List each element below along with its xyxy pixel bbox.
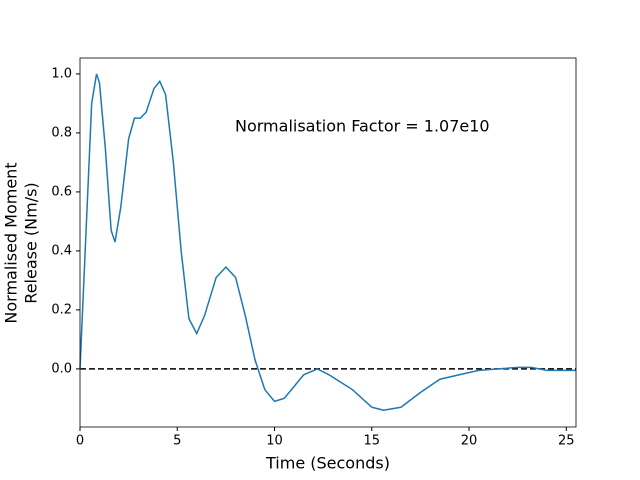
y-tick-label: 0.6 xyxy=(51,184,72,199)
y-tick-label: 0.2 xyxy=(51,302,72,317)
x-tick-label: 15 xyxy=(363,434,380,449)
data-line xyxy=(79,73,576,411)
x-tick-label: 25 xyxy=(558,434,575,449)
plot-frame xyxy=(79,57,577,428)
y-tick-label: 0.0 xyxy=(51,361,72,376)
x-tick-label: 5 xyxy=(173,434,181,449)
y-axis-label: Release (Nm/s) xyxy=(22,182,41,303)
y-tick-label: 1.0 xyxy=(51,66,72,81)
x-tick-label: 20 xyxy=(461,434,478,449)
x-axis-label: Time (Seconds) xyxy=(265,454,390,473)
y-tick-label: 0.4 xyxy=(51,243,72,258)
y-axis-label: Normalised Moment xyxy=(2,162,21,323)
x-tick-label: 0 xyxy=(76,434,84,449)
y-tick-label: 0.8 xyxy=(51,125,72,140)
x-tick-label: 10 xyxy=(266,434,283,449)
annotation: Normalisation Factor = 1.07e10 xyxy=(235,117,490,136)
